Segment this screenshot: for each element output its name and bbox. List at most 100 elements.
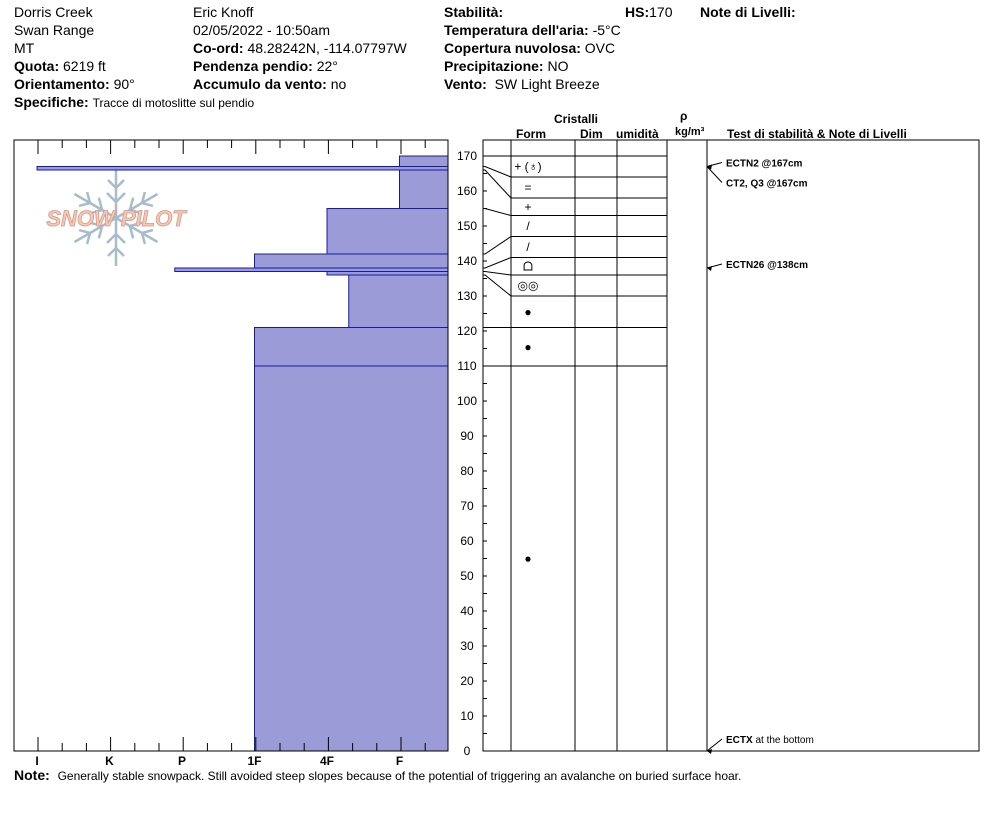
layer-notes-header: Note di Livelli: (700, 3, 796, 21)
layer-connector (483, 271, 512, 276)
snowflake-stroke (106, 233, 117, 244)
hs: HS:170 (625, 3, 672, 21)
precip-value: NO (547, 58, 569, 74)
snowflake-stroke (85, 191, 92, 204)
layer-connector (483, 169, 512, 199)
snowflake-stroke (97, 225, 104, 239)
elevation-value: 6219 ft (63, 58, 106, 74)
height-tick-label: 60 (460, 534, 474, 548)
datetime: 02/05/2022 - 10:50am (193, 22, 330, 38)
aspect: Orientamento: 90° (14, 75, 135, 93)
specifics-label: Specifiche: (14, 94, 89, 110)
hardness-label: I (35, 754, 38, 768)
hardness-bar (399, 169, 449, 209)
snowflake-stroke (107, 179, 117, 189)
height-tick-label: 130 (457, 289, 477, 303)
hardness-bar (254, 365, 449, 752)
grain-form-symbol: ● (524, 552, 531, 566)
hardness-bar (326, 208, 449, 255)
precip: Precipitazione: NO (444, 57, 568, 75)
layer-connector (483, 274, 512, 297)
snowflake-stroke (73, 216, 117, 244)
wind: Vento: SW Light Breeze (444, 75, 600, 93)
hs-value: 170 (649, 4, 673, 20)
specifics: Specifiche: Tracce di motoslitte sul pen… (14, 93, 254, 112)
snowflake-arm (73, 191, 117, 220)
height-tick-label: 100 (457, 394, 477, 408)
wind-value: SW Light Breeze (494, 76, 600, 92)
coord-label: Co-ord: (193, 40, 244, 56)
tests-heading: Test di stabilità & Note di Livelli (727, 127, 907, 141)
hardness-bar (36, 166, 449, 171)
grain-form-symbol: ◎◎ (518, 279, 539, 293)
air-temp: Temperatura dell'aria: -5°C (444, 21, 621, 39)
layer-notes-label: Note di Livelli: (700, 4, 796, 20)
snowflake-arm (115, 216, 159, 245)
height-tick-label: 50 (460, 569, 474, 583)
snowpilot-logo: SNOW PILOT (46, 170, 188, 266)
hardness-label: 1F (247, 754, 261, 768)
elevation-label: Quota: (14, 58, 60, 74)
height-tick-label: 110 (457, 359, 476, 373)
grain-form-symbol: / (526, 240, 530, 254)
snowflake-arm (106, 170, 126, 218)
air-temp-label: Temperatura dell'aria: (444, 22, 589, 38)
stability: Stabilità: (444, 3, 503, 21)
test-arrowhead (707, 749, 712, 754)
snowflake-stroke (115, 192, 159, 220)
test-arrowhead (707, 164, 712, 170)
snowflake-stroke (85, 232, 92, 245)
snowflake-stroke (78, 228, 91, 235)
observer: Eric Knoff (193, 4, 254, 20)
density-unit-heading: kg/m³ (675, 126, 705, 138)
hardness-bar (174, 267, 449, 272)
snowflake-stroke (115, 233, 126, 244)
snowflake-arm (106, 218, 126, 266)
air-temp-value: -5°C (592, 22, 621, 38)
height-tick-label: 70 (460, 499, 474, 513)
grain-table-frame (482, 139, 980, 752)
hardness-label: 4F (320, 754, 334, 768)
elevation: Quota: 6219 ft (14, 57, 106, 75)
snowflake-stroke (128, 197, 135, 211)
snowflake-stroke (115, 179, 125, 189)
layer-connector (483, 236, 512, 255)
footer-note: Note: Generally stable snowpack. Still a… (14, 766, 741, 785)
snowflake-stroke (106, 192, 117, 203)
height-tick-label: 10 (460, 709, 474, 723)
snowflake-stroke (129, 208, 143, 215)
snowflake-stroke (115, 216, 159, 244)
snowflake-stroke (107, 247, 117, 257)
sky-label: Copertura nuvolosa: (444, 40, 581, 56)
note-value: Generally stable snowpack. Still avoided… (57, 769, 742, 783)
snowflake-stroke (128, 225, 135, 239)
stability-label: Stabilità: (444, 4, 504, 20)
height-tick-label: 80 (460, 464, 474, 478)
snowflake-stroke (73, 192, 117, 220)
coordinates: Co-ord: 48.28242N, -114.07797W (193, 39, 407, 57)
height-tick-label: 120 (457, 324, 477, 338)
snowflake-stroke (78, 201, 91, 208)
wind-label: Vento: (444, 76, 487, 92)
height-tick-label: 150 (457, 219, 477, 233)
snowflake-stroke (140, 232, 147, 245)
grain-form-symbol: = (524, 181, 531, 195)
layer-connector (483, 166, 512, 178)
snowflake-stroke (89, 221, 103, 228)
snowflake-stroke (129, 221, 143, 228)
test-label: ECTN2 @167cm (726, 159, 803, 170)
crystals-heading: Cristalli (554, 112, 599, 126)
height-tick-label: 20 (460, 674, 474, 688)
hardness-label: K (105, 754, 114, 768)
aspect-value: 90° (113, 76, 135, 92)
hardness-bar (254, 327, 449, 367)
grain-form-symbol: + (♁) (514, 160, 541, 174)
snowflake-arm (115, 191, 159, 220)
grain-form-symbol: / (526, 219, 530, 233)
grain-form-symbol: ● (524, 340, 531, 354)
hardness-bar (348, 274, 449, 328)
hardness-bar (254, 253, 449, 269)
sky-value: OVC (584, 40, 616, 56)
snowflake-stroke (115, 192, 126, 203)
snowflake-arm (73, 216, 117, 245)
